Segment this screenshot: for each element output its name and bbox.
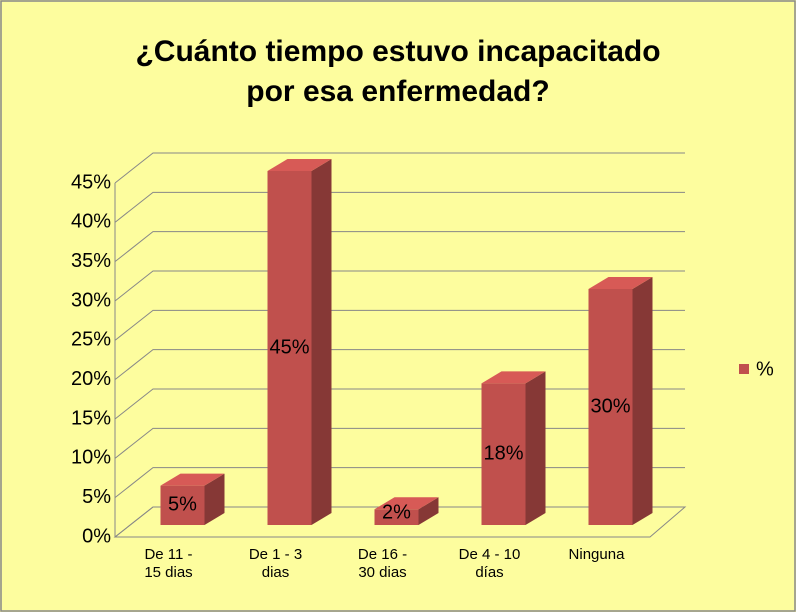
bar-front <box>160 485 205 525</box>
data-label: 18% <box>483 442 523 464</box>
x-tick-label: De 11 - 15 dias <box>144 546 193 581</box>
bar <box>374 497 439 525</box>
grid-line <box>114 152 685 184</box>
bar-top <box>481 371 546 384</box>
legend-swatch <box>739 364 749 374</box>
bar-side <box>311 159 332 525</box>
y-tick-label: 15% <box>71 407 111 429</box>
bar-front <box>374 509 419 525</box>
x-tick-label: De 4 - 10 días <box>458 546 521 581</box>
y-tick-label: 40% <box>71 211 111 233</box>
legend-label: % <box>756 358 774 380</box>
y-tick-label: 20% <box>71 368 111 390</box>
bar-side <box>525 371 546 525</box>
y-tick-label: 10% <box>71 447 111 469</box>
bar-side <box>418 497 439 525</box>
data-label: 45% <box>269 336 309 358</box>
y-tick-label: 0% <box>82 525 111 547</box>
bar-top <box>160 473 225 486</box>
bar-front <box>267 171 312 525</box>
y-tick-label: 30% <box>71 289 111 311</box>
data-label: 2% <box>382 501 411 523</box>
grid-line <box>114 309 685 341</box>
y-tick-label: 35% <box>71 250 111 272</box>
y-tick-label: 5% <box>82 486 111 508</box>
grid-line <box>114 270 685 302</box>
bar <box>267 159 332 525</box>
y-tick-label: 45% <box>71 171 111 193</box>
bar-top <box>374 497 439 510</box>
y-tick-label: 25% <box>71 329 111 351</box>
bar-top <box>267 159 332 171</box>
bar-front <box>588 289 633 525</box>
bar <box>588 277 653 525</box>
bar-front <box>481 383 526 525</box>
x-tick-label: Ninguna <box>568 546 625 563</box>
data-label: 30% <box>590 395 630 417</box>
x-tick-label: De 1 - 3 dias <box>248 546 303 581</box>
bar-side <box>204 473 225 525</box>
bar <box>481 371 546 525</box>
x-tick-label: De 16 - 30 dias <box>357 546 408 581</box>
bar <box>160 473 225 525</box>
grid-line <box>114 231 685 263</box>
bar-top <box>588 277 653 289</box>
chart-title: ¿Cuánto tiempo estuvo incapacitado por e… <box>135 35 661 108</box>
grid-line <box>114 349 685 381</box>
data-label: 5% <box>168 494 197 516</box>
grid-line <box>114 191 685 223</box>
bar-side <box>632 277 653 525</box>
